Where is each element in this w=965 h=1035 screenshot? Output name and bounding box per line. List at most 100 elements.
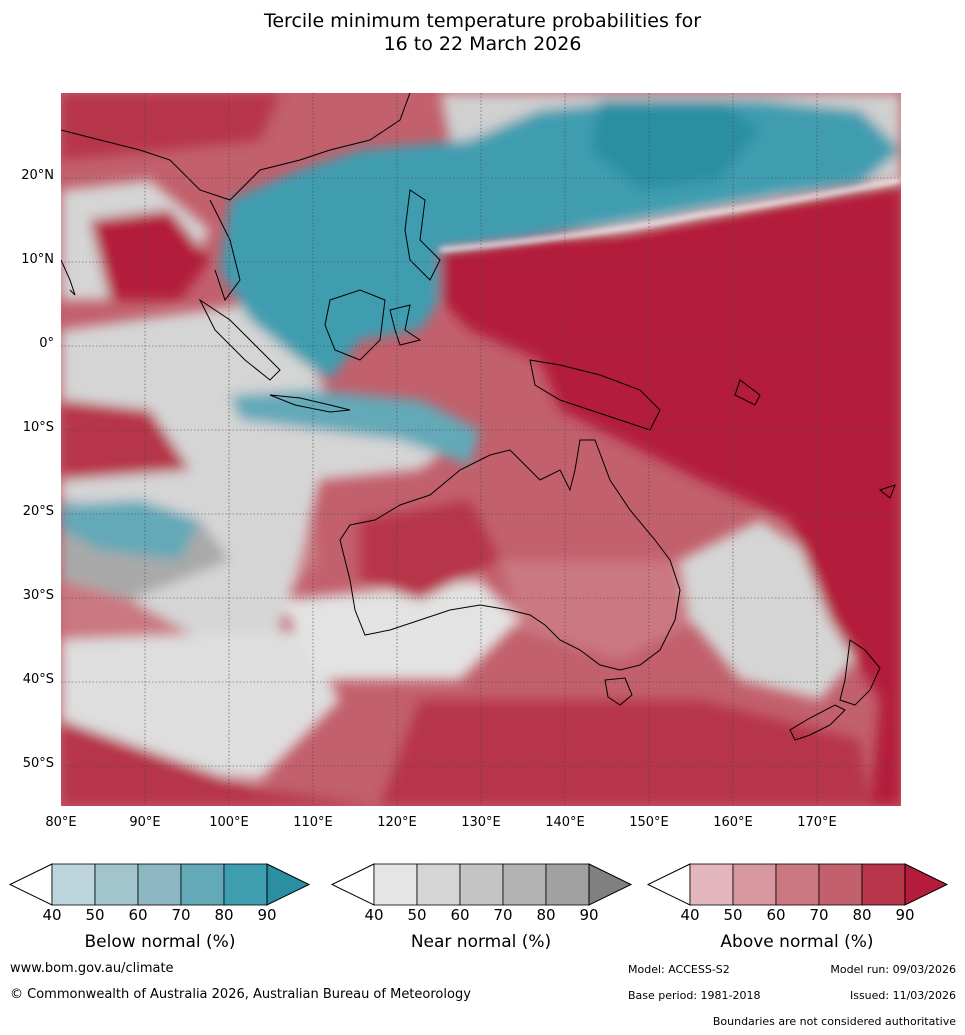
model-run-date: Model run: 09/03/2026 [830,963,956,976]
colorbar-near-tick: 50 [407,906,427,924]
colorbar-near-segment [545,863,590,906]
colorbar-title-near: Near normal (%) [410,932,552,952]
borneo-coastline [324,289,386,361]
tasmania-coastline [604,677,633,706]
lon-label-100e: 100°E [209,815,249,830]
colorbar-above-tick: 90 [895,906,915,924]
colorbar-above-segment [732,863,777,906]
colorbars [8,863,949,906]
colorbar-below-tick: 40 [42,906,62,924]
nz-north-island-coastline [839,639,881,706]
australia-coastline [339,439,681,671]
asia-coastline [61,93,411,201]
lon-label-110e: 110°E [293,815,333,830]
lon-label-140e: 140°E [545,815,585,830]
lat-label-20n: 20°N [21,168,54,183]
lon-label-160e: 160°E [713,815,753,830]
sulawesi-coastline [389,304,422,346]
colorbar-below-tick: 60 [128,906,148,924]
colorbar-above-high-cap [904,863,949,906]
colorbar-below-low-cap [8,863,53,906]
colorbar-below-segment [94,863,139,906]
below-normal-core [590,100,760,190]
colorbar-below-tick: 90 [257,906,277,924]
colorbar-below-high-cap [266,863,311,906]
colorbar-near-segment [416,863,461,906]
near-normal-southwest [61,630,340,780]
lon-label-90e: 90°E [129,815,161,830]
colorbar-near-tick: 80 [536,906,556,924]
colorbar-near-low-cap [330,863,375,906]
colorbar-above-tick: 50 [723,906,743,924]
lat-label-0: 0° [39,336,54,351]
below-normal-java-sea [230,390,480,465]
lat-label-40s: 40°S [22,672,54,687]
colorbar-above-segment [818,863,863,906]
indochina-coastline [209,199,241,302]
near-normal-south-of-australia [280,580,520,680]
colorbar-below-segment [51,863,96,906]
colorbar-above-tick: 80 [852,906,872,924]
colorbar-below-segment [223,863,268,906]
copyright-text: © Commonwealth of Australia 2026, Austra… [10,987,471,1002]
boundaries-disclaimer: Boundaries are not considered authoritat… [712,1015,956,1028]
lat-label-10n: 10°N [21,252,54,267]
colorbar-above-tick: 60 [766,906,786,924]
colorbar-above-tick: 40 [680,906,700,924]
tercile-boundary-line [439,178,901,252]
colorbar-near-tick: 90 [579,906,599,924]
title-line-2: 16 to 22 March 2026 [383,33,582,55]
colorbar-below-tick: 70 [171,906,191,924]
colorbar-near-segment [502,863,547,906]
colorbar-above-segment [861,863,906,906]
lat-label-20s: 20°S [22,504,54,519]
above-normal-pacific [440,185,901,806]
colorbar-below-tick: 80 [214,906,234,924]
colorbar-near-segment [373,863,418,906]
lon-label-120e: 120°E [377,815,417,830]
colorbar-near-tick: 70 [493,906,513,924]
above-normal-bay-of-bengal [90,210,210,300]
above-normal-southern-ocean [380,700,870,806]
colorbar-above-tick: 70 [809,906,829,924]
colorbar-title-above: Above normal (%) [720,932,874,952]
above-normal-wa-interior [360,500,500,600]
colorbar-above-segment [775,863,820,906]
lat-label-50s: 50°S [22,756,54,771]
lat-label-10s: 10°S [22,420,54,435]
colorbar-above-low-cap [646,863,691,906]
nz-south-island-coastline [789,704,846,741]
philippines-coastline [404,189,441,281]
model-name: Model: ACCESS-S2 [628,963,730,976]
title-line-1: Tercile minimum temperature probabilitie… [263,10,702,32]
colorbar-near-segment [459,863,504,906]
lat-label-30s: 30°S [22,588,54,603]
colorbar-above-segment [689,863,734,906]
colorbar-below-segment [137,863,182,906]
above-normal-north-asia [61,93,280,160]
map-title: Tercile minimum temperature probabilitie… [0,10,965,56]
fiji-coastline [878,484,896,499]
colorbar-below-segment [180,863,225,906]
probability-field [61,93,901,806]
above-normal-patch-australia [500,560,700,660]
lon-label-170e: 170°E [797,815,837,830]
above-normal-indian-west [61,400,190,480]
coastlines [61,93,896,741]
colorbar-below-tick: 50 [85,906,105,924]
website-link[interactable]: www.bom.gov.au/climate [10,961,174,976]
colorbar-title-below: Below normal (%) [84,932,236,952]
below-normal-indian-patch [61,500,200,560]
issued-date: Issued: 11/03/2026 [849,989,956,1002]
solomon-islands-coastline [734,379,761,406]
lon-label-130e: 130°E [461,815,501,830]
base-period: Base period: 1981-2018 [628,989,761,1002]
colorbar-near-high-cap [588,863,633,906]
colorbar-near-tick: 60 [450,906,470,924]
colorbar-near-tick: 40 [364,906,384,924]
lon-label-80e: 80°E [45,815,77,830]
graticule [61,93,901,806]
above-normal-southern-ocean-west [61,720,380,806]
lon-label-150e: 150°E [629,815,669,830]
